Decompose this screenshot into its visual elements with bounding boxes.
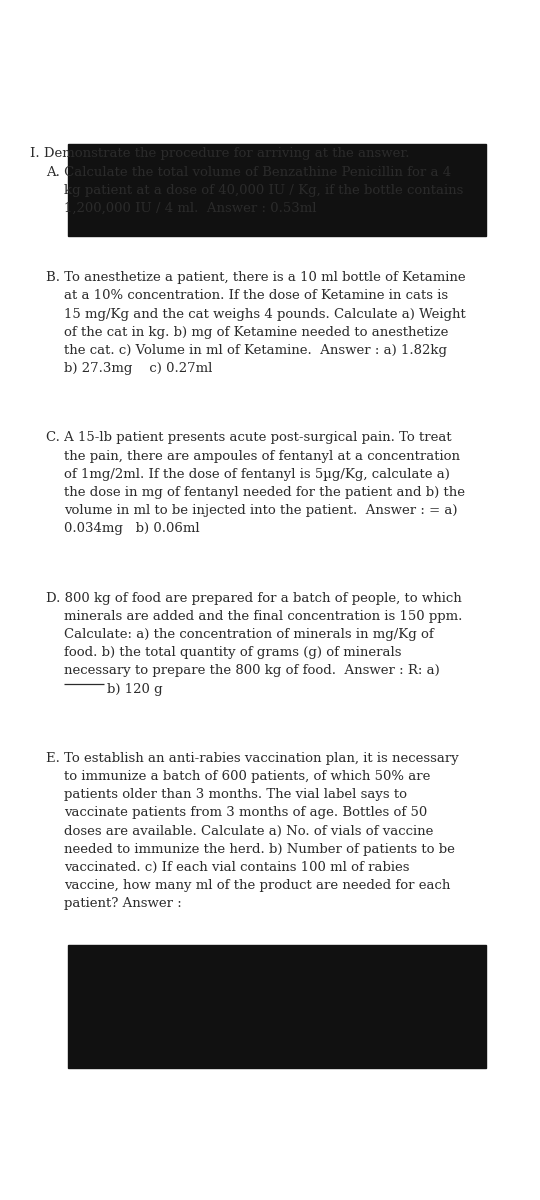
Text: patient? Answer :: patient? Answer : [64,898,181,911]
Text: D. 800 kg of food are prepared for a batch of people, to which: D. 800 kg of food are prepared for a bat… [46,592,462,605]
Text: vaccinate patients from 3 months of age. Bottles of 50: vaccinate patients from 3 months of age.… [64,806,427,820]
Bar [68,144,486,236]
Text: to immunize a batch of 600 patients, of which 50% are: to immunize a batch of 600 patients, of … [64,770,430,784]
Text: vaccine, how many ml of the product are needed for each: vaccine, how many ml of the product are … [64,880,450,893]
Text: B. To anesthetize a patient, there is a 10 ml bottle of Ketamine: B. To anesthetize a patient, there is a … [46,271,465,284]
Text: of 1mg/2ml. If the dose of fentanyl is 5µg/Kg, calculate a): of 1mg/2ml. If the dose of fentanyl is 5… [64,468,450,481]
Text: kg patient at a dose of 40,000 IU / Kg, if the bottle contains: kg patient at a dose of 40,000 IU / Kg, … [64,184,463,197]
Text: patients older than 3 months. The vial label says to: patients older than 3 months. The vial l… [64,788,407,802]
Text: vaccinated. c) If each vial contains 100 ml of rabies: vaccinated. c) If each vial contains 100… [64,862,409,874]
Text: necessary to prepare the 800 kg of food.  Answer : R: a): necessary to prepare the 800 kg of food.… [64,665,440,678]
Text: the cat. c) Volume in ml of Ketamine.  Answer : a) 1.82kg: the cat. c) Volume in ml of Ketamine. An… [64,344,447,356]
Text: of the cat in kg. b) mg of Ketamine needed to anesthetize: of the cat in kg. b) mg of Ketamine need… [64,325,448,338]
Text: needed to immunize the herd. b) Number of patients to be: needed to immunize the herd. b) Number o… [64,842,455,856]
Text: 1,200,000 IU / 4 ml.  Answer : 0.53ml: 1,200,000 IU / 4 ml. Answer : 0.53ml [64,202,316,215]
Bar [68,946,486,1068]
Text: 15 mg/Kg and the cat weighs 4 pounds. Calculate a) Weight: 15 mg/Kg and the cat weighs 4 pounds. Ca… [64,307,465,320]
Text: 0.034mg   b) 0.06ml: 0.034mg b) 0.06ml [64,522,199,535]
Text: at a 10% concentration. If the dose of Ketamine in cats is: at a 10% concentration. If the dose of K… [64,289,448,302]
Text: b) 27.3mg    c) 0.27ml: b) 27.3mg c) 0.27ml [64,362,212,376]
Text: food. b) the total quantity of grams (g) of minerals: food. b) the total quantity of grams (g)… [64,647,401,659]
Text: the dose in mg of fentanyl needed for the patient and b) the: the dose in mg of fentanyl needed for th… [64,486,465,499]
Text: b) 120 g: b) 120 g [107,683,163,696]
Text: I. Demonstrate the procedure for arriving at the answer.: I. Demonstrate the procedure for arrivin… [30,148,409,161]
Text: doses are available. Calculate a) No. of vials of vaccine: doses are available. Calculate a) No. of… [64,824,433,838]
Text: the pain, there are ampoules of fentanyl at a concentration: the pain, there are ampoules of fentanyl… [64,450,460,462]
Text: Calculate: a) the concentration of minerals in mg/Kg of: Calculate: a) the concentration of miner… [64,628,434,641]
Text: C. A 15-lb patient presents acute post-surgical pain. To treat: C. A 15-lb patient presents acute post-s… [46,431,451,444]
Text: E. To establish an anti-rabies vaccination plan, it is necessary: E. To establish an anti-rabies vaccinati… [46,752,458,764]
Text: A. Calculate the total volume of Benzathine Penicillin for a 4: A. Calculate the total volume of Benzath… [46,166,451,179]
Text: minerals are added and the final concentration is 150 ppm.: minerals are added and the final concent… [64,610,462,623]
Text: volume in ml to be injected into the patient.  Answer : = a): volume in ml to be injected into the pat… [64,504,457,517]
